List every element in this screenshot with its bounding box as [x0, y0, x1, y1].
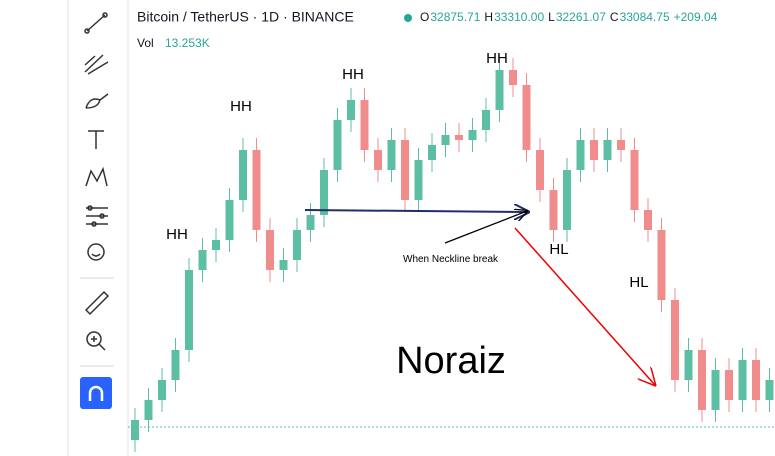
annotations: HH HH HH HH HL HL — [166, 50, 648, 291]
hh-label: HH — [342, 66, 364, 83]
candle-body — [131, 420, 139, 440]
text-tool[interactable] — [88, 130, 104, 149]
ruler-tool[interactable] — [84, 290, 110, 316]
candle-body — [333, 120, 342, 170]
candle-body — [698, 350, 706, 410]
candle-body — [185, 270, 193, 350]
ohlc-key: L — [548, 10, 555, 24]
candle-body — [225, 200, 234, 240]
candle-body — [279, 260, 288, 270]
zoom-tool[interactable] — [86, 331, 106, 351]
candle-body — [468, 130, 477, 140]
candle-body — [617, 140, 625, 150]
arrow — [514, 227, 655, 385]
candle-body — [563, 170, 571, 230]
candle-body — [387, 140, 396, 170]
candle-body — [414, 160, 423, 200]
brush-tool[interactable] — [85, 93, 109, 109]
header: Bitcoin / TetherUS · 1D · BINANCE Vol 13… — [137, 9, 718, 50]
candle-body — [725, 370, 733, 400]
author-label: Noraiz — [396, 340, 506, 382]
emoji-tool[interactable] — [87, 243, 105, 261]
toolbar — [80, 12, 114, 409]
candle-body — [441, 135, 450, 145]
candle-body — [495, 70, 504, 110]
fib-tool[interactable] — [84, 54, 109, 75]
note-box: When Neckline break — [403, 254, 499, 265]
candle-body — [306, 215, 315, 230]
candle-body — [374, 150, 382, 170]
candle-body — [509, 70, 517, 85]
hh-label: HH — [230, 98, 252, 115]
candle-body — [158, 380, 166, 400]
candle-body — [765, 380, 774, 400]
hl-label: HL — [549, 241, 568, 258]
candle-body — [144, 400, 153, 420]
candle-body — [711, 370, 720, 410]
candle-body — [401, 140, 409, 200]
candle-body — [752, 360, 760, 400]
candle-body — [347, 100, 355, 120]
ohlc-value: 32875.71 — [430, 10, 480, 24]
candle-body — [360, 100, 369, 150]
neckline — [304, 210, 528, 212]
candle-body — [536, 150, 544, 190]
candle-body — [198, 250, 207, 270]
change-value: +209.04 — [674, 10, 718, 24]
ohlc-value: 33084.75 — [620, 10, 670, 24]
candle-body — [293, 230, 301, 260]
ohlc-value: 32261.07 — [556, 10, 606, 24]
candle-body — [171, 350, 180, 380]
candle-body — [644, 210, 652, 230]
hh-label: HH — [166, 226, 188, 243]
ohlc-key: C — [610, 10, 619, 24]
candles — [131, 58, 774, 452]
ohlc-value: 33310.00 — [494, 10, 544, 24]
trend-line-tool[interactable] — [84, 12, 108, 34]
hl-label: HL — [629, 274, 648, 291]
candle-body — [522, 85, 531, 150]
volume-value: 13.253K — [165, 36, 210, 50]
candle-body — [252, 150, 261, 230]
volume-label: Vol — [137, 36, 154, 50]
candle-body — [738, 360, 747, 400]
arrow — [444, 211, 527, 244]
hh-label: HH — [486, 50, 508, 67]
candle-body — [455, 135, 463, 140]
symbol: Bitcoin / TetherUS · 1D · BINANCE — [137, 9, 354, 25]
candle-body — [576, 140, 585, 170]
candle-body — [482, 110, 490, 130]
pattern-tool[interactable] — [85, 166, 108, 187]
candle-body — [590, 140, 598, 160]
status-dot — [404, 14, 412, 22]
candle-body — [320, 170, 328, 215]
candle-body — [212, 240, 220, 250]
candle-body — [428, 145, 436, 160]
measure-tool[interactable] — [86, 205, 108, 227]
candle-body — [266, 230, 274, 270]
ohlc-key: O — [420, 10, 429, 24]
neckline-note: When Neckline break — [403, 254, 499, 265]
candle-body — [630, 150, 639, 210]
candle-body — [549, 190, 558, 230]
candle-body — [657, 230, 666, 300]
candle-body — [239, 150, 247, 200]
candle-body — [603, 140, 612, 160]
magnet-tool[interactable] — [80, 377, 112, 409]
ohlc-key: H — [484, 10, 493, 24]
candle-body — [671, 300, 679, 380]
candle-body — [684, 350, 693, 380]
